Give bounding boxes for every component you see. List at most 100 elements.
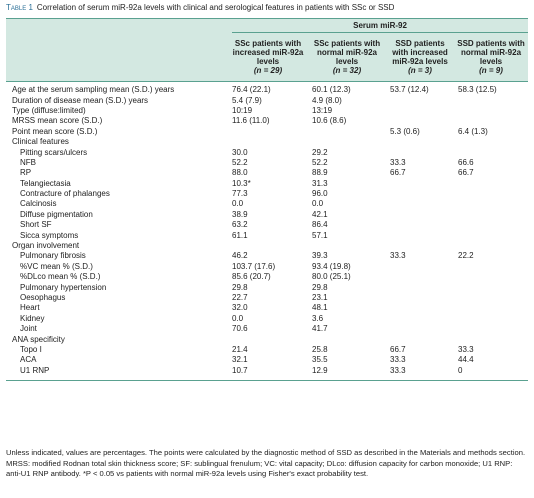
table-row: Point mean score (S.D.) 5.3 (0.6) 6.4 (1.3… (6, 127, 528, 137)
column-header: SSD patients with increased miR-92a leve… (386, 35, 454, 82)
cell: 5.3 (0.6) (390, 126, 420, 136)
section-label: Organ involvement (12, 241, 80, 251)
table-row: NFB 52.2 52.2 33.3 66.6 (6, 158, 528, 168)
cell (454, 147, 528, 157)
row-label: Sicca symptoms (20, 230, 79, 240)
cell: 10.6 (8.6) (312, 116, 347, 126)
row-label: Contracture of phalanges (20, 189, 110, 199)
cell: 3.6 (312, 313, 324, 323)
cell: 0.0 (232, 199, 244, 209)
cell: 33.3 (458, 344, 474, 354)
row-label: Oesophagus (20, 293, 66, 302)
row-label: Pulmonary hypertension (20, 282, 107, 292)
cell: 29.2 (312, 147, 328, 157)
table-row: %DLco mean % (S.D.) 85.6 (20.7) 80.0 (25.1… (6, 272, 528, 282)
column-header: SSD patients with normal miR-92a levels(… (454, 35, 529, 82)
table-row: Oesophagus 22.7 23.1 (6, 293, 528, 303)
cell: 41.7 (312, 324, 328, 334)
cell: 66.6 (458, 157, 474, 167)
cell (454, 324, 528, 334)
cell (454, 230, 528, 240)
table-row: Topo I 21.4 25.8 66.7 33.3 (6, 345, 528, 355)
cell: 33.3 (386, 365, 454, 381)
row-label: Pulmonary fibrosis (20, 251, 86, 261)
cell: 5.4 (7.9) (232, 95, 262, 105)
table-row: Kidney 0.0 3.6 (6, 314, 528, 324)
cell (386, 147, 454, 157)
cell (454, 116, 528, 126)
cell: 63.2 (232, 220, 248, 230)
cell (386, 272, 454, 282)
row-label: Topo I (20, 344, 42, 354)
table-row: MRSS mean score (S.D.) 11.6 (11.0) 10.6 (8… (6, 116, 528, 126)
cell (454, 262, 528, 272)
column-label: SSD patients with normal miR-92a levels (457, 39, 525, 66)
section-label: Clinical features (12, 137, 69, 147)
cell: 53.7 (12.4) (390, 85, 429, 95)
cell: 88.9 (312, 168, 328, 178)
table-row: Duration of disease mean (S.D.) years 5.4… (6, 95, 528, 105)
cell: 0 (454, 365, 529, 381)
cell: 52.2 (312, 157, 328, 167)
row-label: Duration of disease mean (S.D.) years (12, 95, 149, 105)
cell: 0.0 (312, 199, 324, 209)
cell: 66.7 (390, 168, 406, 178)
cell (454, 220, 528, 230)
row-label: Short SF (20, 220, 52, 230)
cell: 57.1 (312, 230, 328, 240)
cell (386, 282, 454, 292)
cell: 70.6 (232, 324, 248, 334)
table-row: Pulmonary hypertension 29.8 29.8 (6, 282, 528, 292)
cell: 88.0 (232, 168, 248, 178)
cell: 60.1 (12.3) (312, 85, 351, 95)
row-label: U1 RNP (6, 365, 228, 381)
row-label: %DLco mean % (S.D.) (20, 272, 101, 282)
cell: 10:19 (232, 105, 253, 115)
row-label: ACA (20, 355, 37, 365)
cell: 44.4 (458, 355, 474, 365)
table-row: Calcinosis 0.0 0.0 (6, 199, 528, 209)
column-n: (n = 32) (332, 66, 362, 75)
cell: 21.4 (232, 344, 248, 354)
cell: 103.7 (17.6) (232, 261, 276, 271)
cell: 61.1 (232, 230, 248, 240)
cell (454, 189, 528, 199)
cell: 10.7 (228, 365, 308, 381)
cell (228, 127, 308, 137)
row-label: Kidney (20, 313, 45, 323)
cell: 38.9 (232, 209, 248, 219)
cell (386, 303, 454, 313)
cell: 4.9 (8.0) (312, 95, 342, 105)
section-row: Clinical features (6, 137, 528, 147)
table-row: Type (diffuse:limited) 10:19 13:19 (6, 106, 528, 116)
cell (454, 314, 528, 324)
cell: 77.3 (232, 189, 248, 199)
cell: 33.3 (390, 157, 406, 167)
column-header: SSc patients with normal miR-92a levels(… (308, 35, 386, 82)
cell (386, 314, 454, 324)
table-row: Joint 70.6 41.7 (6, 324, 528, 334)
cell (386, 189, 454, 199)
cell (386, 199, 454, 209)
row-label: Calcinosis (20, 199, 57, 209)
cell: 0.0 (232, 313, 244, 323)
table-row: Pitting scars/ulcers 30.0 29.2 (6, 147, 528, 157)
cell: 12.9 (308, 365, 386, 381)
cell (454, 282, 528, 292)
row-label: Heart (20, 303, 40, 313)
row-label: Point mean score (S.D.) (12, 126, 98, 136)
cell: 30.0 (232, 147, 248, 157)
cell: 33.3 (390, 355, 406, 365)
table-row: Heart 32.0 48.1 (6, 303, 528, 313)
cell (454, 95, 528, 105)
cell (386, 95, 454, 105)
cell: 52.2 (232, 157, 248, 167)
cell (386, 220, 454, 230)
section-row: ANA specificity (6, 334, 528, 344)
cell (386, 230, 454, 240)
cell: 32.0 (232, 303, 248, 313)
table-row: Age at the serum sampling mean (S.D.) ye… (6, 82, 528, 96)
row-label: Telangiectasia (20, 178, 71, 188)
table-row: Telangiectasia 10.3* 31.3 (6, 179, 528, 189)
